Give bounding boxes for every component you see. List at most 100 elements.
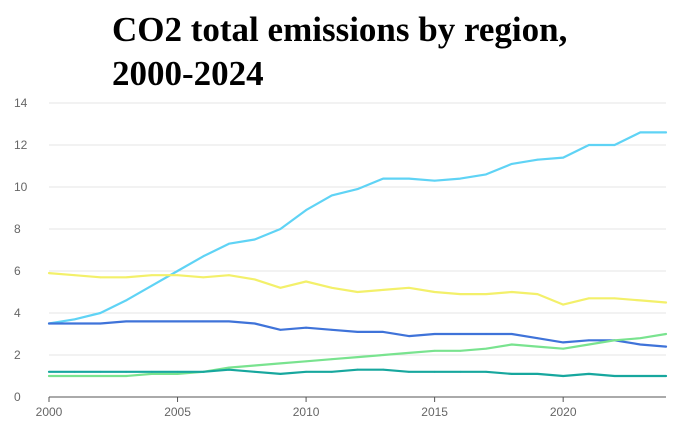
series-3-point-2012 bbox=[356, 331, 359, 333]
series-5-point-2024 bbox=[665, 375, 667, 377]
series-1-point-2017 bbox=[485, 173, 487, 176]
series-4-point-2007 bbox=[228, 366, 230, 369]
series-3-point-2023 bbox=[639, 343, 642, 346]
series-3-point-2005 bbox=[176, 320, 179, 323]
series-1-point-2018 bbox=[510, 163, 513, 165]
x-tick-label-2005: 2005 bbox=[164, 405, 191, 419]
series-3-point-2002 bbox=[99, 322, 102, 325]
series-3-point-2020 bbox=[562, 341, 565, 344]
series-2-point-2015 bbox=[433, 291, 436, 293]
series-2-point-2011 bbox=[330, 286, 333, 289]
chart-title-line-2: 2000-2024 bbox=[112, 54, 264, 93]
series-1-point-2021 bbox=[587, 144, 590, 146]
series-5-point-2005 bbox=[176, 370, 179, 373]
series-5-point-2015 bbox=[433, 370, 436, 373]
series-4-point-2004 bbox=[150, 373, 153, 375]
y-tick-label-2: 2 bbox=[14, 348, 21, 362]
series-4-point-2017 bbox=[485, 347, 487, 350]
series-4-point-2022 bbox=[613, 339, 616, 342]
series-4-point-2020 bbox=[562, 347, 565, 350]
series-1-point-2020 bbox=[562, 156, 565, 159]
x-tick-label-2015: 2015 bbox=[421, 405, 448, 419]
series-4-point-2024 bbox=[665, 333, 667, 335]
series-4-point-2003 bbox=[125, 375, 128, 377]
series-1-point-2015 bbox=[433, 179, 436, 182]
series-5-point-2013 bbox=[382, 368, 385, 371]
chart-title-line-1: CO2 total emissions by region, bbox=[112, 10, 568, 49]
series-2-point-2017 bbox=[485, 293, 487, 295]
series-2-point-2010 bbox=[305, 280, 307, 283]
series-3-point-2006 bbox=[202, 320, 205, 323]
series-line-1 bbox=[47, 131, 668, 325]
x-tick-label-2020: 2020 bbox=[550, 405, 577, 419]
series-line-2 bbox=[47, 272, 668, 306]
series-2-point-2019 bbox=[536, 293, 539, 295]
series-5-point-2003 bbox=[125, 370, 128, 373]
series-5-point-2022 bbox=[613, 375, 616, 377]
y-tick-label-6: 6 bbox=[14, 264, 21, 278]
series-3-point-2021 bbox=[587, 339, 590, 342]
series-5-point-2021 bbox=[587, 373, 590, 375]
series-1-point-2002 bbox=[99, 312, 102, 314]
series-2-point-2005 bbox=[176, 274, 179, 277]
series-2-point-2007 bbox=[228, 274, 230, 277]
series-1-point-2008 bbox=[253, 238, 256, 241]
series-2-point-2008 bbox=[253, 278, 256, 281]
series-3-point-2010 bbox=[305, 326, 307, 329]
series-5-point-2001 bbox=[73, 370, 76, 373]
series-1-point-2009 bbox=[279, 228, 282, 230]
y-tick-label-4: 4 bbox=[14, 306, 21, 320]
series-5-point-2023 bbox=[639, 375, 642, 377]
series-2-point-2009 bbox=[279, 286, 282, 289]
series-3-point-2017 bbox=[485, 333, 487, 335]
series-2-point-2012 bbox=[356, 291, 359, 293]
series-3-point-2018 bbox=[510, 333, 513, 335]
series-line-3 bbox=[47, 320, 668, 348]
series-4-point-2001 bbox=[73, 375, 76, 377]
series-4-point-2010 bbox=[305, 360, 307, 363]
series-4-point-2009 bbox=[279, 362, 282, 365]
series-4-point-2021 bbox=[587, 343, 590, 346]
series-3-point-2004 bbox=[150, 320, 153, 323]
series-5-point-2018 bbox=[510, 373, 513, 375]
series-1-point-2001 bbox=[73, 318, 76, 321]
series-2-point-2020 bbox=[562, 303, 565, 306]
series-5-point-2017 bbox=[485, 370, 487, 373]
series-2-point-2006 bbox=[202, 276, 205, 279]
series-5-point-2012 bbox=[356, 368, 359, 371]
series-2-point-2022 bbox=[613, 297, 616, 300]
series-2-point-2024 bbox=[665, 301, 667, 304]
series-4-point-2015 bbox=[433, 349, 436, 352]
series-2-point-2023 bbox=[639, 299, 642, 302]
series-2-point-2018 bbox=[510, 291, 513, 293]
series-4-point-2014 bbox=[408, 352, 410, 354]
series-3-point-2015 bbox=[433, 333, 436, 335]
series-1-point-2012 bbox=[356, 188, 359, 191]
series-3-point-2000 bbox=[48, 322, 50, 325]
series-3-point-2014 bbox=[408, 335, 410, 337]
series-5-point-2004 bbox=[150, 370, 153, 373]
series-2-point-2013 bbox=[382, 289, 385, 291]
series-1-point-2013 bbox=[382, 177, 385, 180]
series-2-point-2016 bbox=[459, 293, 462, 295]
series-1-point-2019 bbox=[536, 158, 539, 161]
series-5-point-2000 bbox=[48, 370, 50, 373]
x-tick-label-2010: 2010 bbox=[293, 405, 320, 419]
series-1-point-2010 bbox=[305, 209, 307, 212]
y-tick-label-0: 0 bbox=[14, 390, 21, 404]
series-4-point-2013 bbox=[382, 354, 385, 356]
series-1-point-2003 bbox=[125, 299, 128, 302]
series-5-point-2009 bbox=[279, 373, 282, 375]
series-1-point-2022 bbox=[613, 144, 616, 146]
series-3-point-2016 bbox=[459, 333, 462, 335]
series-3-point-2001 bbox=[73, 322, 76, 325]
series-3-point-2009 bbox=[279, 328, 282, 331]
series-1-point-2023 bbox=[639, 131, 642, 134]
series-5-point-2020 bbox=[562, 375, 565, 377]
chart-title: CO2 total emissions by region, 2000-2024 bbox=[112, 8, 672, 96]
series-4-point-2012 bbox=[356, 356, 359, 358]
series-3-point-2013 bbox=[382, 331, 385, 333]
series-4-point-2008 bbox=[253, 364, 256, 367]
series-3-point-2024 bbox=[665, 345, 667, 348]
